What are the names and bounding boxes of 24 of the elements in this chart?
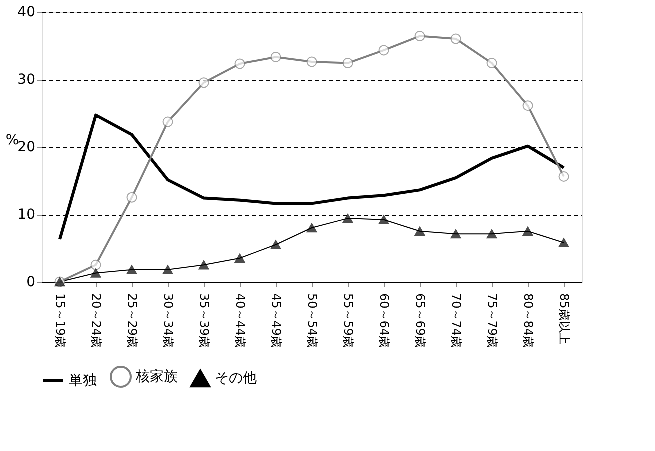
- y-tick-label: 0: [26, 274, 36, 290]
- legend-label: 単独: [69, 372, 97, 389]
- x-tick-label: 80～84歳: [522, 294, 536, 348]
- x-tick-label: 30～34歳: [162, 294, 176, 348]
- x-tick-label: 15～19歳: [54, 294, 68, 348]
- x-tick-label: 45～49歳: [270, 294, 284, 348]
- x-tick-label: 35～39歳: [198, 294, 212, 348]
- x-tick-label: 60～64歳: [378, 294, 392, 348]
- x-tick-label: 55～59歳: [342, 294, 356, 348]
- y-tick-label: 20: [18, 140, 36, 156]
- x-tick-label: 50～54歳: [306, 294, 320, 348]
- legend-label: その他: [215, 370, 257, 386]
- y-tick-label: 10: [18, 207, 36, 223]
- x-tick-label: 25～29歳: [126, 294, 140, 348]
- x-tick-label: 20～24歳: [90, 294, 104, 348]
- y-tick-label: 40: [18, 4, 36, 20]
- x-tick-label: 85歳以上: [558, 294, 572, 345]
- x-tick-label: 65～69歳: [414, 294, 428, 348]
- x-tick-label: 75～79歳: [486, 294, 500, 348]
- y-tick-label: 30: [18, 72, 36, 88]
- legend-label: 核家族: [135, 369, 178, 385]
- y-axis-title: %: [6, 132, 20, 148]
- x-tick-label: 70～74歳: [450, 294, 464, 348]
- x-tick-label: 40～44歳: [234, 294, 248, 348]
